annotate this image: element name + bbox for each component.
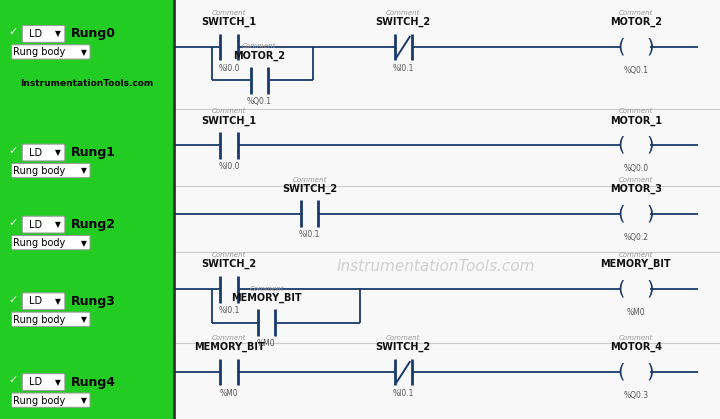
Text: %M0: %M0 xyxy=(220,389,238,398)
Text: SWITCH_2: SWITCH_2 xyxy=(376,17,431,27)
FancyBboxPatch shape xyxy=(22,293,65,310)
Text: (: ( xyxy=(618,362,625,382)
Text: ▼: ▼ xyxy=(55,297,60,306)
Text: MEMORY_BIT: MEMORY_BIT xyxy=(194,342,264,352)
Text: ▼: ▼ xyxy=(81,48,87,57)
Text: SWITCH_1: SWITCH_1 xyxy=(202,17,256,27)
FancyBboxPatch shape xyxy=(22,26,65,42)
Text: MEMORY_BIT: MEMORY_BIT xyxy=(231,292,302,303)
Text: ✓: ✓ xyxy=(8,27,18,37)
Text: Rung1: Rung1 xyxy=(71,146,115,159)
Text: Comment: Comment xyxy=(386,10,420,16)
Text: Comment: Comment xyxy=(212,10,246,16)
Text: Comment: Comment xyxy=(212,252,246,258)
Text: ▼: ▼ xyxy=(81,315,87,324)
Text: SWITCH_2: SWITCH_2 xyxy=(202,259,256,269)
Text: Comment: Comment xyxy=(618,109,653,114)
Text: InstrumentationTools.com: InstrumentationTools.com xyxy=(336,259,535,274)
Text: ): ) xyxy=(647,204,654,223)
Text: ✓: ✓ xyxy=(8,146,18,156)
Text: ✓: ✓ xyxy=(8,295,18,305)
Text: (: ( xyxy=(618,37,625,57)
Text: Comment: Comment xyxy=(292,177,327,183)
Text: %M0: %M0 xyxy=(626,308,645,317)
Text: InstrumentationTools.com: InstrumentationTools.com xyxy=(20,79,154,88)
Text: Comment: Comment xyxy=(618,10,653,16)
FancyBboxPatch shape xyxy=(22,374,65,391)
Text: ▼: ▼ xyxy=(81,238,87,248)
Text: MOTOR_4: MOTOR_4 xyxy=(610,342,662,352)
Text: (: ( xyxy=(618,204,625,223)
Text: %M0: %M0 xyxy=(257,339,276,348)
Text: ): ) xyxy=(647,362,654,382)
FancyBboxPatch shape xyxy=(12,163,90,178)
Text: (: ( xyxy=(618,279,625,299)
Text: ): ) xyxy=(647,37,654,57)
Text: Rung body: Rung body xyxy=(14,315,66,325)
Bar xyxy=(0,0,174,419)
Text: Comment: Comment xyxy=(249,286,284,292)
Text: %I0.1: %I0.1 xyxy=(392,64,414,72)
Text: SWITCH_2: SWITCH_2 xyxy=(282,184,337,194)
Text: MEMORY_BIT: MEMORY_BIT xyxy=(600,259,671,269)
Text: %Q0.1: %Q0.1 xyxy=(247,97,271,106)
Text: ▼: ▼ xyxy=(81,166,87,176)
Text: Rung body: Rung body xyxy=(14,47,66,57)
Text: %I0.0: %I0.0 xyxy=(218,64,240,72)
Text: Comment: Comment xyxy=(212,109,246,114)
Text: SWITCH_2: SWITCH_2 xyxy=(376,342,431,352)
Text: MOTOR_2: MOTOR_2 xyxy=(233,50,285,61)
FancyBboxPatch shape xyxy=(22,216,65,233)
Text: %I0.1: %I0.1 xyxy=(218,306,240,315)
Text: LD: LD xyxy=(30,147,42,158)
Text: Comment: Comment xyxy=(618,335,653,341)
FancyBboxPatch shape xyxy=(12,235,90,250)
Text: Rung0: Rung0 xyxy=(71,27,115,41)
Text: Comment: Comment xyxy=(212,335,246,341)
Bar xyxy=(174,0,720,419)
Text: Rung2: Rung2 xyxy=(71,218,115,231)
FancyBboxPatch shape xyxy=(12,393,90,407)
Text: MOTOR_3: MOTOR_3 xyxy=(610,184,662,194)
Text: %Q0.0: %Q0.0 xyxy=(624,164,648,173)
Text: ✓: ✓ xyxy=(8,218,18,228)
Text: Rung body: Rung body xyxy=(14,238,66,248)
FancyBboxPatch shape xyxy=(22,144,65,161)
Text: %Q0.3: %Q0.3 xyxy=(624,391,648,400)
Text: ▼: ▼ xyxy=(55,220,60,229)
Text: LD: LD xyxy=(30,220,42,230)
Text: ▼: ▼ xyxy=(55,29,60,39)
Text: (: ( xyxy=(618,136,625,155)
Text: ▼: ▼ xyxy=(55,148,60,157)
Text: ▼: ▼ xyxy=(55,378,60,387)
Text: ✓: ✓ xyxy=(8,375,18,385)
Text: ): ) xyxy=(647,136,654,155)
Text: Rung3: Rung3 xyxy=(71,295,115,308)
Text: Comment: Comment xyxy=(242,44,276,49)
Text: ): ) xyxy=(647,279,654,299)
Text: LD: LD xyxy=(30,296,42,306)
FancyBboxPatch shape xyxy=(12,312,90,326)
Text: ▼: ▼ xyxy=(81,396,87,405)
Text: Comment: Comment xyxy=(386,335,420,341)
Text: Rung body: Rung body xyxy=(14,166,66,176)
Text: SWITCH_1: SWITCH_1 xyxy=(202,115,256,126)
FancyBboxPatch shape xyxy=(12,45,90,59)
Text: LD: LD xyxy=(30,29,42,39)
Text: %I0.1: %I0.1 xyxy=(392,389,414,398)
Text: Rung body: Rung body xyxy=(14,396,66,406)
Text: MOTOR_1: MOTOR_1 xyxy=(610,115,662,126)
Text: %Q0.1: %Q0.1 xyxy=(624,66,648,75)
Text: %I0.0: %I0.0 xyxy=(218,162,240,171)
Text: MOTOR_2: MOTOR_2 xyxy=(610,17,662,27)
Text: Rung4: Rung4 xyxy=(71,375,115,389)
Text: Comment: Comment xyxy=(618,177,653,183)
Text: LD: LD xyxy=(30,377,42,387)
Text: %I0.1: %I0.1 xyxy=(299,230,320,239)
Text: %Q0.2: %Q0.2 xyxy=(624,233,648,241)
Text: Comment: Comment xyxy=(618,252,653,258)
